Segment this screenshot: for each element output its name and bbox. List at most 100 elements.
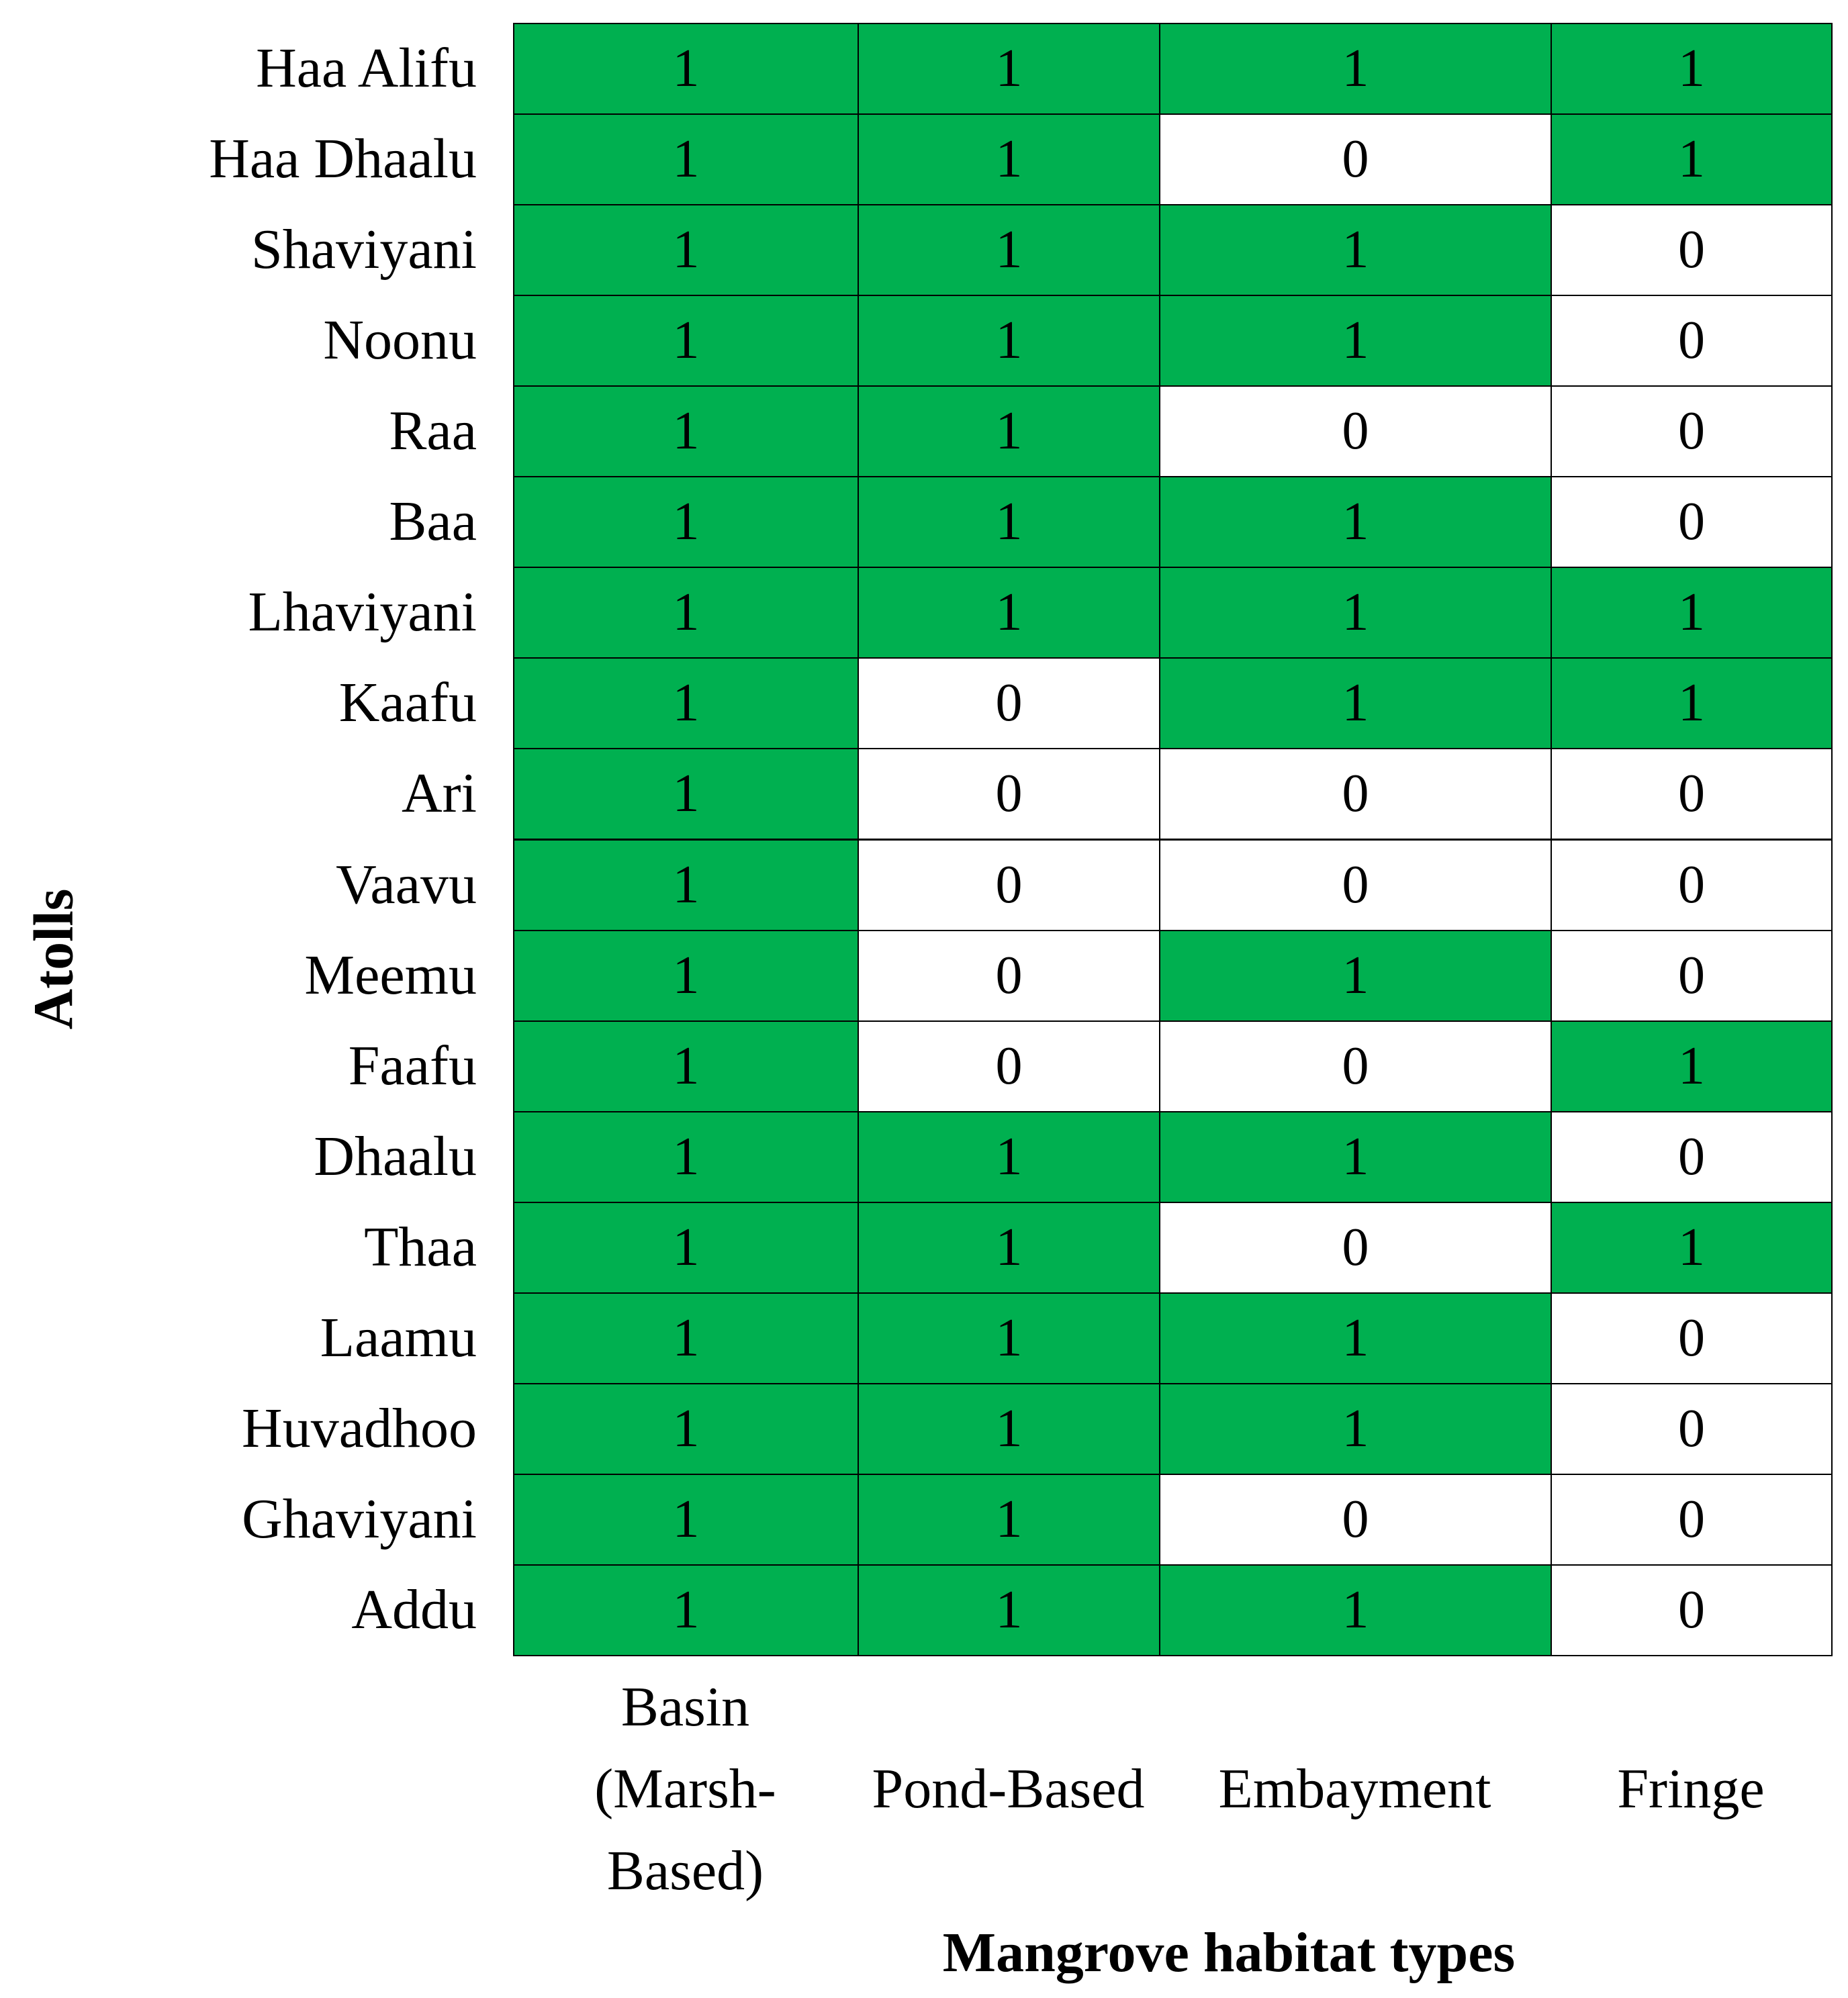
x-axis-label: Mangrove habitat types: [942, 1921, 1516, 1984]
heatmap-cell: 0: [1159, 1020, 1552, 1112]
cell-value: 1: [672, 39, 700, 99]
column-label: Embayment: [1218, 1758, 1491, 1821]
heatmap-cell: 0: [858, 657, 1160, 750]
cell-value: 1: [672, 1217, 700, 1277]
cell-value: 0: [1678, 1127, 1705, 1186]
heatmap-cell: 1: [858, 23, 1160, 115]
heatmap-cell: 1: [858, 113, 1160, 206]
heatmap-cell: 1: [1159, 657, 1552, 750]
cell-value: 0: [1678, 1489, 1705, 1549]
heatmap-cell: 1: [1159, 23, 1552, 115]
heatmap-cell: 1: [858, 567, 1160, 659]
cell-value: 0: [995, 945, 1023, 1005]
heatmap-cell: 1: [858, 1292, 1160, 1384]
cell-value: 1: [1678, 1217, 1705, 1277]
row-label: Vaavu: [336, 853, 477, 916]
heatmap-cell: 0: [1551, 929, 1833, 1022]
heatmap-cell: 0: [1551, 839, 1833, 931]
row-label: Noonu: [323, 309, 477, 372]
cell-value: 0: [1342, 855, 1369, 914]
cell-value: 1: [672, 1036, 700, 1096]
row-label: Kaafu: [338, 671, 477, 734]
heatmap-cell: 1: [1551, 657, 1833, 750]
heatmap-cell: 1: [858, 385, 1160, 478]
row-label: Laamu: [320, 1306, 477, 1369]
heatmap-cell: 0: [1159, 839, 1552, 931]
cell-value: 1: [1342, 39, 1369, 99]
heatmap-cell: 0: [1551, 1110, 1833, 1203]
cell-value: 1: [995, 1489, 1023, 1549]
cell-value: 1: [1342, 1308, 1369, 1368]
cell-value: 1: [995, 401, 1023, 461]
heatmap-cell: 1: [1159, 295, 1552, 387]
column-label-box: Embayment: [1172, 1675, 1537, 1903]
heatmap-cell: 0: [1551, 295, 1833, 387]
column-label: Basin (Marsh-Based): [594, 1676, 776, 1902]
cell-value: 0: [1678, 764, 1705, 824]
cell-value: 1: [1678, 583, 1705, 643]
heatmap-cell: 0: [1159, 1201, 1552, 1294]
heatmap-cell: 1: [513, 748, 859, 841]
row-label: Haa Alifu: [256, 37, 477, 100]
cell-value: 1: [995, 1308, 1023, 1368]
row-label: Addu: [351, 1578, 477, 1641]
cell-value: 1: [995, 492, 1023, 552]
heatmap-cell: 1: [513, 295, 859, 387]
heatmap-cell: 1: [858, 1382, 1160, 1475]
heatmap-cell: 0: [858, 839, 1160, 931]
cell-value: 0: [1678, 945, 1705, 1005]
heatmap-cell: 1: [1551, 23, 1833, 115]
heatmap-cell: 1: [858, 476, 1160, 569]
cell-value: 1: [1342, 220, 1369, 280]
cell-value: 1: [672, 583, 700, 643]
y-axis-label: Atolls: [22, 888, 85, 1030]
heatmap-cell: 0: [1159, 1473, 1552, 1566]
cell-value: 1: [1678, 130, 1705, 189]
cell-value: 1: [1342, 945, 1369, 1005]
cell-value: 0: [1678, 492, 1705, 552]
cell-value: 0: [995, 1036, 1023, 1096]
cell-value: 1: [995, 1398, 1023, 1458]
row-label: Baa: [389, 490, 477, 553]
cell-value: 0: [1678, 855, 1705, 914]
cell-value: 0: [995, 764, 1023, 824]
cell-value: 1: [672, 1398, 700, 1458]
heatmap-cell: 1: [513, 113, 859, 206]
heatmap-cell: 1: [1159, 1564, 1552, 1656]
cell-value: 1: [672, 492, 700, 552]
heatmap-cell: 0: [1159, 385, 1552, 478]
cell-value: 0: [1342, 764, 1369, 824]
heatmap-cell: 1: [1159, 204, 1552, 297]
cell-value: 1: [672, 945, 700, 1005]
row-label: Thaa: [364, 1215, 477, 1278]
cell-value: 0: [1342, 130, 1369, 189]
heatmap-cell: 0: [1551, 1473, 1833, 1566]
cell-value: 1: [672, 1580, 700, 1639]
cell-value: 1: [1678, 1036, 1705, 1096]
cell-value: 1: [672, 1489, 700, 1549]
cell-value: 1: [995, 1217, 1023, 1277]
cell-value: 0: [1678, 1308, 1705, 1368]
heatmap-cell: 1: [513, 839, 859, 931]
heatmap-cell: 1: [513, 1382, 859, 1475]
cell-value: 1: [995, 220, 1023, 280]
cell-value: 1: [995, 130, 1023, 189]
heatmap-cell: 1: [513, 476, 859, 569]
heatmap-cell: 1: [858, 1564, 1160, 1656]
heatmap-cell: 0: [1551, 748, 1833, 841]
heatmap-cell: 1: [1551, 113, 1833, 206]
heatmap-cell: 0: [858, 929, 1160, 1022]
cell-value: 0: [1342, 1036, 1369, 1096]
cell-value: 1: [995, 39, 1023, 99]
row-label: Meemu: [304, 943, 477, 1006]
heatmap-cell: 1: [1159, 1382, 1552, 1475]
heatmap-cell: 0: [1551, 1564, 1833, 1656]
cell-value: 1: [1342, 583, 1369, 643]
heatmap-cell: 1: [513, 204, 859, 297]
heatmap-cell: 0: [858, 748, 1160, 841]
row-label: Raa: [389, 399, 477, 463]
column-label: Fringe: [1617, 1758, 1765, 1821]
cell-value: 1: [1342, 673, 1369, 733]
heatmap-cell: 1: [513, 23, 859, 115]
